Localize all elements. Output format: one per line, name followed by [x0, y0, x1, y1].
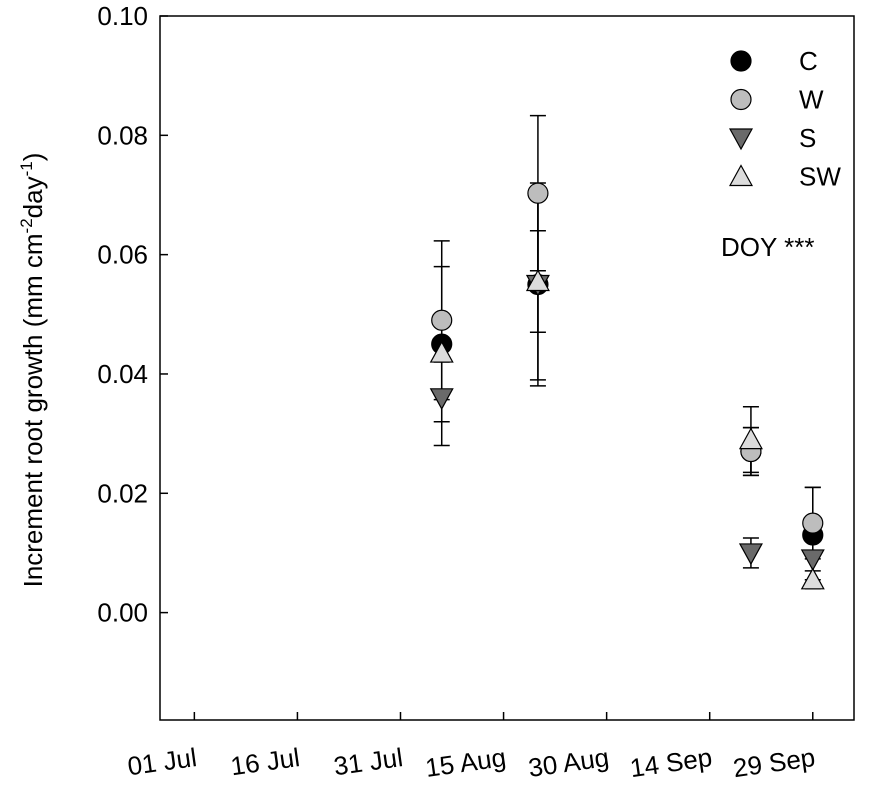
point-s	[429, 388, 454, 411]
legend-label-w: W	[799, 85, 824, 115]
legend-label-s: S	[799, 123, 816, 153]
legend-label-c: C	[799, 46, 818, 76]
x-tick-label: 16 Jul	[229, 742, 302, 781]
x-tick-label: 01 Jul	[126, 742, 199, 781]
plot-frame	[159, 15, 855, 721]
point-sw	[738, 427, 763, 450]
y-axis-label: Increment root growth (mm cm-2day-1)	[17, 153, 48, 588]
legend-label-sw: SW	[799, 162, 841, 192]
plot-area: 0.10 0.08 0.06 0.04 0.02 0.00 01 Jul 16 Jul 31 …	[97, 1, 855, 783]
point-sw	[525, 269, 550, 292]
legend-marker-w	[730, 88, 752, 111]
y-tick-label: 0.08	[97, 120, 148, 150]
point-s	[738, 543, 763, 566]
data-points	[429, 182, 825, 590]
point-sw	[800, 567, 825, 590]
legend-marker-sw	[728, 164, 754, 187]
x-tick-label: 15 Aug	[423, 742, 507, 783]
legend-marker-c	[730, 50, 752, 72]
doy-annotation: DOY ***	[721, 232, 814, 262]
point-w	[431, 309, 453, 331]
y-tick-label: 0.00	[97, 598, 148, 628]
legend-marker-s	[728, 128, 754, 151]
x-tick-label: 31 Jul	[332, 742, 405, 781]
y-tick-label: 0.06	[97, 240, 148, 270]
y-axis: 0.10 0.08 0.06 0.04 0.02 0.00	[97, 1, 168, 628]
y-tick-label: 0.04	[97, 359, 148, 389]
point-w	[802, 512, 824, 534]
legend: CWS SW	[728, 46, 841, 192]
point-w	[527, 182, 549, 204]
error-bars	[433, 114, 821, 590]
point-s	[800, 549, 825, 572]
x-tick-label: 30 Aug	[526, 742, 610, 783]
x-tick-label: 14 Sep	[628, 742, 714, 783]
y-tick-label: 0.02	[97, 478, 148, 508]
x-axis: 01 Jul 16 Jul 31 Jul 15 Aug 30 Aug 14 Sep 29 S…	[126, 712, 817, 783]
point-sw	[429, 340, 454, 363]
x-tick-label: 29 Sep	[731, 742, 817, 783]
y-tick-label: 0.10	[97, 1, 148, 31]
